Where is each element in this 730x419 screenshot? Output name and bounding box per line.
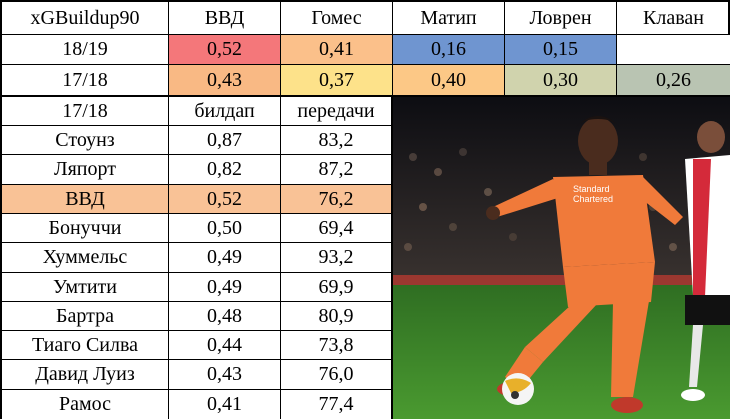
player-header-matip: Матип xyxy=(393,2,505,35)
table2-buildup-value: 0,49 xyxy=(169,273,281,302)
table2-player-name: Умтити xyxy=(2,273,169,302)
main-player: Standard Chartered xyxy=(486,116,683,413)
player-photo-illustration: Standard Chartered xyxy=(393,97,730,419)
table2-passes-value: 76,2 xyxy=(281,185,393,214)
table2-buildup-value: 0,87 xyxy=(169,126,281,155)
table2-buildup-value: 0,41 xyxy=(169,390,281,419)
value-cell: 0,30 xyxy=(505,65,617,97)
table2-passes-value: 93,2 xyxy=(281,243,393,273)
table2-player-name: Стоунз xyxy=(2,126,169,155)
table2-passes-value: 69,4 xyxy=(281,214,393,243)
pitch xyxy=(393,285,730,419)
value-cell xyxy=(617,35,730,65)
table2-player-name: Тиаго Силва xyxy=(2,331,169,360)
svg-text:Standard: Standard xyxy=(573,184,610,194)
table2-passes-value: 87,2 xyxy=(281,155,393,185)
table2-player-name: Хуммельс xyxy=(2,243,169,273)
value-cell: 0,37 xyxy=(281,65,393,97)
opponent-player xyxy=(681,121,730,401)
player-header-klavan: Клаван xyxy=(617,2,730,35)
svg-text:Chartered: Chartered xyxy=(573,194,613,204)
table2-passes-value: 83,2 xyxy=(281,126,393,155)
value-cell: 0,15 xyxy=(505,35,617,65)
table2-header-season: 17/18 xyxy=(2,97,169,126)
season-label: 18/19 xyxy=(2,35,169,65)
player-header-gomez: Гомес xyxy=(281,2,393,35)
table2-player-name: Ляпорт xyxy=(2,155,169,185)
table2-buildup-value: 0,48 xyxy=(169,302,281,331)
value-cell: 0,52 xyxy=(169,35,281,65)
season-label: 17/18 xyxy=(2,65,169,97)
table2-player-name: Давид Луиз xyxy=(2,360,169,390)
value-cell: 0,41 xyxy=(281,35,393,65)
player-header-vvd: ВВД xyxy=(169,2,281,35)
value-cell: 0,40 xyxy=(393,65,505,97)
table2-buildup-value: 0,50 xyxy=(169,214,281,243)
player-header-lovren: Ловрен xyxy=(505,2,617,35)
table2-buildup-value: 0,52 xyxy=(169,185,281,214)
table2-header-buildup: билдап xyxy=(169,97,281,126)
table2-passes-value: 69,9 xyxy=(281,273,393,302)
table2-buildup-value: 0,44 xyxy=(169,331,281,360)
table2-player-name: Бонуччи xyxy=(2,214,169,243)
table2-passes-value: 80,9 xyxy=(281,302,393,331)
table2-passes-value: 76,0 xyxy=(281,360,393,390)
value-cell: 0,26 xyxy=(617,65,730,97)
table2-player-name: Рамос xyxy=(2,390,169,419)
table2-passes-value: 73,8 xyxy=(281,331,393,360)
table2-player-name: Бартра xyxy=(2,302,169,331)
table2-buildup-value: 0,82 xyxy=(169,155,281,185)
table2-buildup-value: 0,49 xyxy=(169,243,281,273)
corner-header: xGBuildup90 xyxy=(2,2,169,35)
table2-header-passes: передачи xyxy=(281,97,393,126)
value-cell: 0,43 xyxy=(169,65,281,97)
table2-passes-value: 77,4 xyxy=(281,390,393,419)
value-cell: 0,16 xyxy=(393,35,505,65)
ball xyxy=(502,373,534,405)
ad-board xyxy=(393,275,730,285)
table2-player-name: ВВД xyxy=(2,185,169,214)
table2-buildup-value: 0,43 xyxy=(169,360,281,390)
player-photo: Standard Chartered xyxy=(393,97,730,419)
